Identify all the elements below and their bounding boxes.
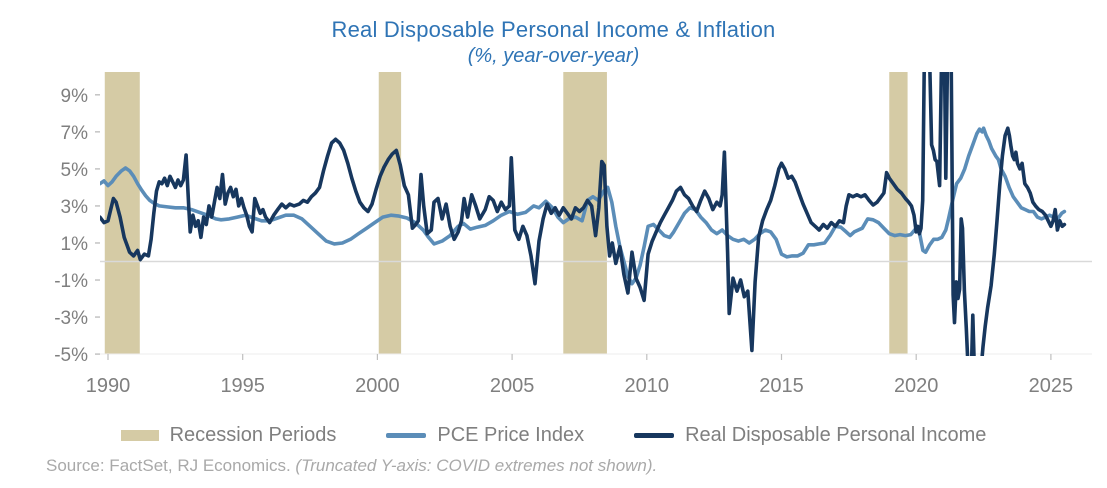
y-tick-label: 9% bbox=[61, 86, 89, 107]
y-tick-label: -3% bbox=[54, 308, 88, 329]
chart-title: Real Disposable Personal Income & Inflat… bbox=[331, 17, 776, 42]
y-tick-label: 3% bbox=[61, 197, 89, 218]
y-tick-label: -5% bbox=[54, 345, 88, 366]
x-tick-label: 2005 bbox=[490, 375, 535, 397]
legend-label: PCE Price Index bbox=[437, 423, 585, 446]
y-tick-label: 5% bbox=[61, 160, 89, 181]
recession-band bbox=[889, 72, 908, 354]
x-tick-label: 2020 bbox=[894, 375, 939, 397]
source-note: Source: FactSet, RJ Economics. (Truncate… bbox=[46, 456, 657, 476]
legend-item-recession-periods: Recession Periods bbox=[120, 423, 337, 447]
truncation-note: (Truncated Y-axis: COVID extremes not sh… bbox=[295, 456, 658, 475]
x-tick-label: 2015 bbox=[759, 375, 804, 397]
recession-band bbox=[378, 72, 402, 354]
rdpi-line-swatch-icon bbox=[634, 432, 675, 438]
legend-item-real-disposable-personal-income: Real Disposable Personal Income bbox=[634, 424, 986, 447]
source-text: Source: FactSet, RJ Economics. bbox=[46, 456, 296, 475]
x-tick-label: 2025 bbox=[1029, 375, 1074, 397]
y-tick-label: 7% bbox=[61, 123, 89, 144]
x-tick-label: 2000 bbox=[355, 375, 400, 397]
pce-price-index-line bbox=[100, 126, 1067, 286]
chart-legend: Recession Periods PCE Price Index Real D… bbox=[0, 419, 1107, 451]
chart-subtitle: (%, year-over-year) bbox=[467, 45, 640, 67]
legend-label: Recession Periods bbox=[169, 423, 337, 446]
y-tick-label: 1% bbox=[61, 234, 89, 255]
x-tick-label: 2010 bbox=[625, 375, 670, 397]
legend-label: Real Disposable Personal Income bbox=[685, 423, 987, 446]
x-tick-label: 1995 bbox=[220, 375, 265, 397]
pce-line-swatch-icon bbox=[386, 432, 427, 438]
y-tick-label: -1% bbox=[54, 271, 88, 292]
legend-item-pce-price-index: PCE Price Index bbox=[386, 424, 584, 447]
recession-band-swatch-icon bbox=[120, 429, 159, 441]
real-disposable-personal-income-line bbox=[100, 72, 1067, 356]
x-tick-label: 1990 bbox=[86, 375, 131, 397]
